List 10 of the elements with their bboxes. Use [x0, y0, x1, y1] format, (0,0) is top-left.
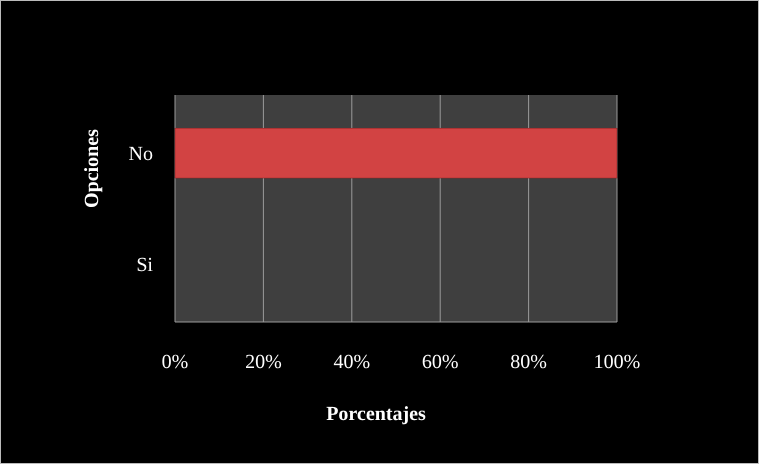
x-tick-label: 40%: [333, 351, 370, 373]
y-axis-title: Opciones: [81, 128, 103, 208]
y-tick-label: No: [128, 143, 153, 166]
x-tick-label: 20%: [245, 351, 282, 373]
x-tick-label: 100%: [594, 351, 640, 373]
y-tick-label: Si: [136, 254, 154, 276]
x-tick-label: 80%: [510, 351, 547, 373]
x-axis-title: Porcentajes: [326, 403, 426, 425]
x-tick-label: 0%: [162, 351, 188, 373]
x-tick-label: 60%: [422, 351, 459, 373]
